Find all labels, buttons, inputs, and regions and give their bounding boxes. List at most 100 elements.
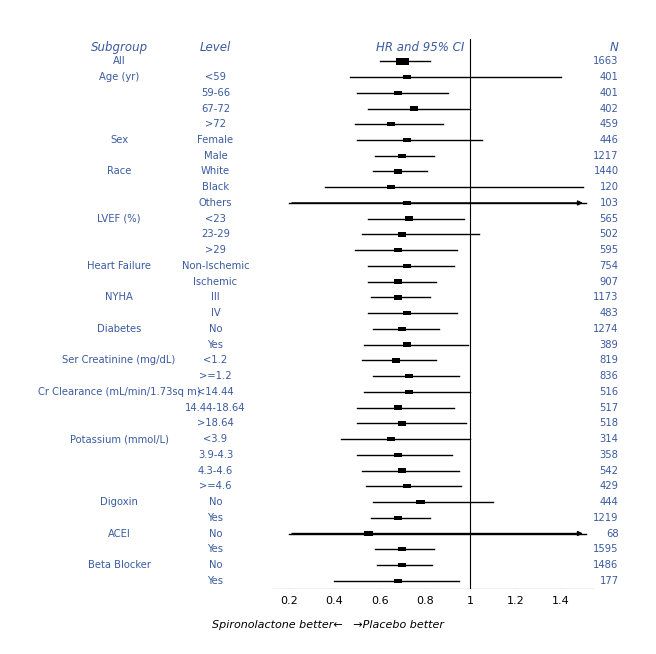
FancyBboxPatch shape [364,531,373,536]
Text: Male: Male [203,150,228,161]
Text: Race: Race [107,167,131,177]
Text: III: III [211,292,220,302]
FancyBboxPatch shape [403,264,411,268]
Text: Female: Female [197,135,234,145]
FancyBboxPatch shape [394,248,402,252]
Text: 1173: 1173 [593,292,619,302]
Text: >=4.6: >=4.6 [199,481,232,491]
FancyBboxPatch shape [403,75,411,79]
Text: 1274: 1274 [593,324,619,334]
Text: Ischemic: Ischemic [194,277,237,286]
Text: No: No [209,497,222,507]
Text: 1663: 1663 [593,56,619,66]
Text: 3.9-4.3: 3.9-4.3 [198,450,233,460]
Text: LVEF (%): LVEF (%) [97,214,141,224]
FancyBboxPatch shape [392,358,400,362]
Text: Potassium (mmol/L): Potassium (mmol/L) [70,434,169,444]
Text: N: N [610,41,619,54]
Text: Cr Clearance (mL/min/1.73sq m): Cr Clearance (mL/min/1.73sq m) [38,387,200,397]
FancyBboxPatch shape [394,90,402,95]
Text: 836: 836 [600,371,619,381]
FancyBboxPatch shape [403,201,411,205]
FancyBboxPatch shape [398,154,407,158]
Text: Age (yr): Age (yr) [99,72,139,82]
Text: 1219: 1219 [593,513,619,523]
Text: IV: IV [211,308,220,318]
FancyBboxPatch shape [409,107,418,111]
Text: 518: 518 [600,419,619,428]
FancyBboxPatch shape [387,437,395,441]
FancyBboxPatch shape [417,500,424,504]
Text: Black: Black [202,182,229,192]
Text: >18.64: >18.64 [197,419,234,428]
Text: Digoxin: Digoxin [100,497,138,507]
FancyBboxPatch shape [394,295,402,300]
FancyBboxPatch shape [387,122,395,126]
Text: 516: 516 [600,387,619,397]
Text: 401: 401 [600,72,619,82]
Text: No: No [209,528,222,538]
Text: White: White [201,167,230,177]
Text: 177: 177 [600,576,619,586]
Text: >72: >72 [205,119,226,129]
Text: 120: 120 [600,182,619,192]
Text: 429: 429 [600,481,619,491]
Text: <14.44: <14.44 [197,387,234,397]
FancyBboxPatch shape [398,326,407,331]
Text: Spironolactone better←   →Placebo better: Spironolactone better← →Placebo better [212,619,444,630]
Text: Others: Others [199,198,232,208]
Text: 0.2: 0.2 [280,596,298,606]
FancyBboxPatch shape [403,311,411,315]
Text: 1595: 1595 [593,544,619,554]
FancyBboxPatch shape [405,390,413,394]
Text: Sex: Sex [110,135,128,145]
Text: 565: 565 [600,214,619,224]
FancyBboxPatch shape [403,484,411,489]
Text: 68: 68 [606,528,619,538]
Text: 0.8: 0.8 [416,596,434,606]
FancyBboxPatch shape [394,279,402,284]
Text: 444: 444 [600,497,619,507]
FancyBboxPatch shape [394,515,402,520]
Text: Ser Creatinine (mg/dL): Ser Creatinine (mg/dL) [62,355,176,366]
Text: Yes: Yes [207,544,224,554]
Text: 358: 358 [600,450,619,460]
Text: >=1.2: >=1.2 [199,371,232,381]
Text: 459: 459 [600,119,619,129]
FancyBboxPatch shape [403,343,411,347]
FancyBboxPatch shape [396,58,409,65]
Text: 402: 402 [600,103,619,114]
Text: 754: 754 [600,261,619,271]
Text: 314: 314 [600,434,619,444]
Text: <3.9: <3.9 [203,434,228,444]
Text: All: All [113,56,125,66]
Text: <23: <23 [205,214,226,224]
Text: 907: 907 [600,277,619,286]
Text: No: No [209,560,222,570]
Text: 401: 401 [600,88,619,97]
Text: 517: 517 [600,403,619,413]
Text: 4.3-4.6: 4.3-4.6 [198,466,233,475]
Text: Heart Failure: Heart Failure [87,261,151,271]
FancyBboxPatch shape [398,468,407,473]
Text: 1440: 1440 [594,167,619,177]
Text: 502: 502 [600,230,619,239]
FancyBboxPatch shape [387,185,395,190]
Text: 819: 819 [600,355,619,366]
Text: Yes: Yes [207,576,224,586]
FancyBboxPatch shape [394,169,402,174]
Text: 103: 103 [600,198,619,208]
FancyBboxPatch shape [405,216,413,221]
Text: 14.44-18.64: 14.44-18.64 [185,403,246,413]
Text: 595: 595 [600,245,619,255]
Text: Subgroup: Subgroup [91,41,148,54]
FancyBboxPatch shape [398,232,407,237]
Text: No: No [209,324,222,334]
Text: 1: 1 [467,596,474,606]
Text: 446: 446 [600,135,619,145]
Text: 0.6: 0.6 [371,596,388,606]
Text: 1.4: 1.4 [552,596,569,606]
Text: 0.4: 0.4 [325,596,343,606]
Text: Yes: Yes [207,513,224,523]
Text: >29: >29 [205,245,226,255]
